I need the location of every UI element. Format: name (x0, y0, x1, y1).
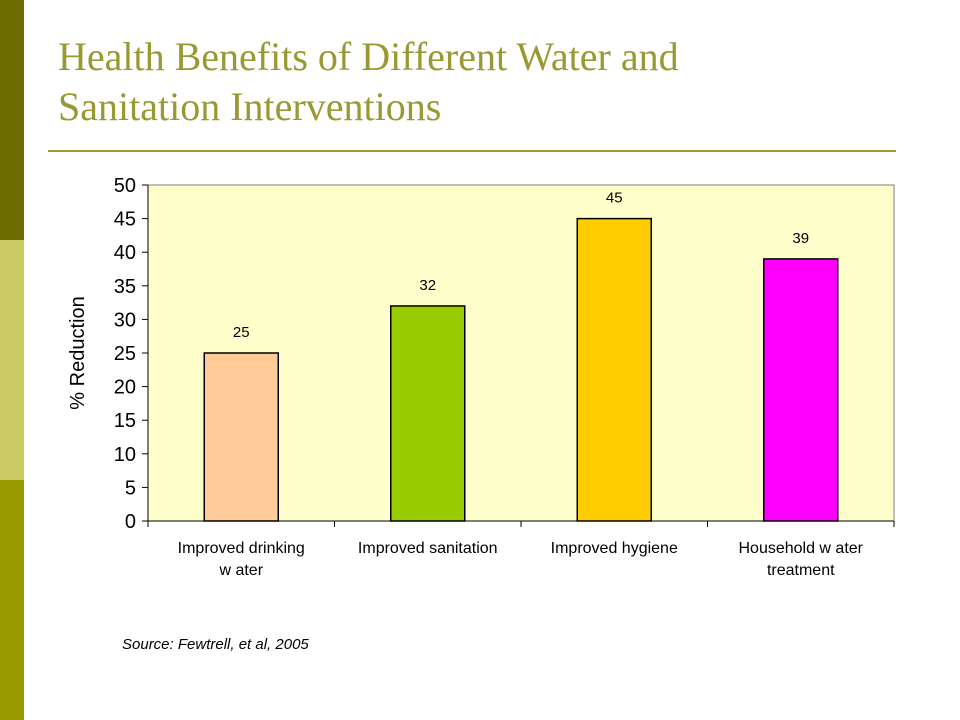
data-label: 32 (419, 277, 436, 294)
y-tick-label: 25 (114, 343, 136, 365)
y-tick-label: 20 (114, 377, 136, 399)
side-band-middle (0, 240, 24, 480)
data-label: 25 (233, 324, 250, 341)
x-category-label: treatment (767, 562, 835, 579)
x-category-label: Improved hygiene (551, 540, 678, 557)
y-tick-label: 35 (114, 276, 136, 298)
title-divider (48, 150, 896, 152)
data-label: 39 (792, 230, 809, 247)
bar (390, 305, 466, 522)
y-tick-label: 40 (114, 242, 136, 264)
y-tick-label: 30 (114, 309, 136, 331)
x-category-label: Household w ater (738, 540, 863, 557)
slide-title-line-1: Health Benefits of Different Water and (58, 34, 679, 79)
y-tick-label: 15 (114, 410, 136, 432)
x-category-label: Improved drinking (178, 540, 305, 557)
y-tick-label: 5 (125, 477, 136, 499)
y-tick-label: 45 (114, 209, 136, 231)
x-category-label: w ater (218, 562, 263, 579)
bar (576, 217, 652, 522)
source-citation: Source: Fewtrell, et al, 2005 (122, 636, 309, 653)
side-band-bottom (0, 480, 24, 720)
side-band-top (0, 0, 24, 240)
y-tick-label: 0 (125, 511, 136, 533)
slide-title: Health Benefits of Different Water and S… (58, 32, 918, 132)
bar (203, 352, 279, 522)
bar (763, 258, 839, 522)
y-tick-label: 10 (114, 444, 136, 466)
data-label: 45 (606, 190, 623, 207)
y-axis-title: % Reduction (67, 296, 89, 409)
y-tick-label: 50 (114, 175, 136, 197)
x-category-label: Improved sanitation (358, 540, 498, 557)
slide-title-line-2: Sanitation Interventions (58, 84, 442, 129)
